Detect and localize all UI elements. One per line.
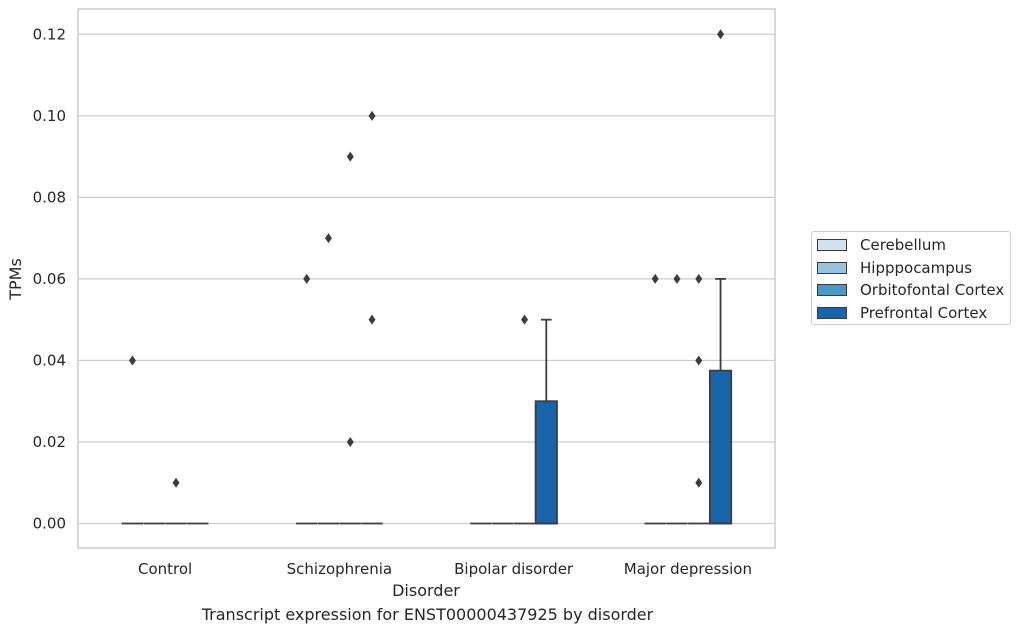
x-tick-label: Bipolar disorder bbox=[454, 560, 574, 578]
legend-swatch bbox=[817, 239, 847, 251]
legend-label: Hipppocampus bbox=[860, 259, 973, 277]
y-tick-labels: 0.00 0.02 0.04 0.06 0.08 0.10 0.12 bbox=[33, 25, 66, 532]
outlier-point bbox=[128, 355, 136, 366]
outlier-point bbox=[368, 314, 376, 325]
chart-title: Transcript expression for ENST0000043792… bbox=[201, 605, 654, 624]
outlier-point bbox=[368, 110, 376, 121]
outlier-point bbox=[172, 477, 180, 488]
x-tick-label: Major depression bbox=[624, 560, 752, 578]
outlier-point bbox=[346, 436, 354, 447]
outlier-point bbox=[673, 273, 681, 284]
legend-swatch bbox=[817, 307, 847, 319]
legend-item-orbitofrontal: Orbitofontal Cortex bbox=[817, 280, 1004, 300]
gridlines bbox=[78, 33, 775, 525]
y-tick-label: 0.12 bbox=[33, 25, 66, 43]
outlier-point bbox=[695, 273, 703, 284]
x-tick-label: Control bbox=[138, 560, 192, 578]
y-tick-label: 0.00 bbox=[33, 515, 66, 533]
legend-swatch bbox=[817, 284, 847, 296]
legend-label: Orbitofontal Cortex bbox=[860, 281, 1005, 299]
legend-item-cerebellum: Cerebellum bbox=[817, 235, 946, 255]
outlier-point bbox=[303, 273, 311, 284]
outlier-point bbox=[717, 29, 725, 40]
box bbox=[708, 369, 733, 525]
x-tick-labels: Control Schizophrenia Bipolar disorder Majo… bbox=[138, 560, 752, 578]
outlier-point bbox=[324, 233, 332, 244]
y-tick-label: 0.08 bbox=[33, 188, 66, 206]
legend-label: Cerebellum bbox=[860, 236, 946, 254]
outlier-point bbox=[521, 314, 529, 325]
legend: Cerebellum Hipppocampus Orbitofontal Cor… bbox=[811, 231, 1011, 325]
outlier-point bbox=[346, 151, 354, 162]
y-tick-label: 0.10 bbox=[33, 107, 66, 125]
y-axis-label: TPMs bbox=[6, 258, 25, 301]
outlier-point bbox=[695, 477, 703, 488]
legend-item-prefrontal: Prefrontal Cortex bbox=[817, 303, 987, 323]
x-tick-label: Schizophrenia bbox=[287, 560, 392, 578]
outliers-layer bbox=[128, 29, 725, 488]
boxes-layer bbox=[121, 278, 733, 525]
box bbox=[534, 400, 558, 525]
legend-swatch bbox=[817, 262, 847, 274]
outlier-point bbox=[695, 355, 703, 366]
outlier-point bbox=[651, 273, 659, 284]
y-tick-label: 0.06 bbox=[33, 270, 66, 288]
legend-item-hippocampus: Hipppocampus bbox=[817, 258, 972, 278]
x-axis-label: Disorder bbox=[392, 581, 460, 600]
plot-frame bbox=[77, 8, 776, 549]
y-tick-label: 0.04 bbox=[33, 351, 66, 369]
y-tick-label: 0.02 bbox=[33, 433, 66, 451]
legend-label: Prefrontal Cortex bbox=[860, 304, 988, 322]
